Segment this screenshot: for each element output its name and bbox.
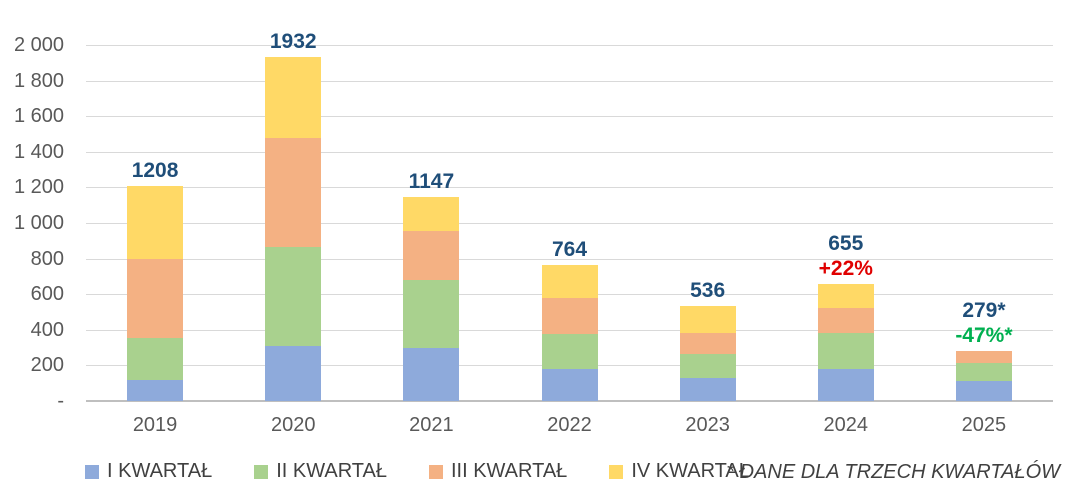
y-axis-tick-label: 1 600 bbox=[13, 105, 64, 128]
bar-label-stack-2019: 1208 bbox=[85, 158, 225, 183]
x-axis-label-2025: 2025 bbox=[961, 414, 1007, 436]
legend-item-q3: III KWARTAŁ bbox=[428, 460, 568, 483]
x-axis-label-2024: 2024 bbox=[823, 414, 869, 436]
legend-swatch-q2 bbox=[254, 464, 269, 479]
total-label-2022: 764 bbox=[551, 238, 588, 261]
gridline bbox=[86, 223, 1053, 224]
bar-segment-2022-q4 bbox=[541, 265, 598, 298]
bar-label-stack-2022: 764 bbox=[500, 237, 640, 262]
y-axis-tick-label: - bbox=[57, 390, 64, 412]
bar-segment-2021-q4 bbox=[403, 196, 460, 231]
bar-label-stack-2025: 279* -47%* bbox=[914, 298, 1054, 348]
annotation-2025: -47%* bbox=[955, 324, 1013, 348]
total-label-2021: 1147 bbox=[408, 169, 455, 193]
y-axis-tick-label: 200 bbox=[30, 354, 64, 377]
gridline bbox=[86, 151, 1053, 153]
bar-label-stack-2020: 1932 bbox=[223, 29, 363, 54]
bar-segment-2024-q2 bbox=[817, 333, 874, 369]
y-axis-tick-label: 2 000 bbox=[13, 34, 64, 56]
legend-label-q3: III KWARTAŁ bbox=[450, 460, 568, 482]
bar-segment-2019-q3 bbox=[127, 258, 184, 338]
y-axis-tick-label: 1 800 bbox=[13, 69, 64, 92]
total-label-2023: 536 bbox=[690, 278, 726, 302]
bar-segment-2020-q4 bbox=[265, 57, 322, 138]
bar-segment-2021-q2 bbox=[403, 279, 460, 348]
legend-swatch-q3 bbox=[428, 464, 443, 479]
legend-label-q4: IV KWARTAŁ bbox=[631, 460, 750, 482]
bar-label-stack-2024: 655 +22% bbox=[776, 231, 916, 281]
y-axis-tick-label: 600 bbox=[30, 283, 64, 306]
footnote: * DANE DLA TRZECH KWARTAŁÓW bbox=[726, 461, 1060, 483]
y-axis-tick-label: 1 000 bbox=[13, 212, 64, 234]
gridline bbox=[86, 187, 1053, 189]
x-axis-label-2019: 2019 bbox=[132, 414, 178, 436]
bar-segment-2025-q1 bbox=[955, 380, 1012, 401]
bar-segment-2022-q3 bbox=[541, 297, 598, 335]
bar-segment-2021-q3 bbox=[403, 231, 460, 280]
legend-swatch-q4 bbox=[609, 464, 624, 479]
x-axis-line bbox=[86, 400, 1053, 402]
x-axis-label-2021: 2021 bbox=[409, 414, 454, 436]
bar-segment-2020-q2 bbox=[265, 247, 322, 346]
bar-label-stack-2023: 536 bbox=[638, 278, 778, 303]
gridline bbox=[86, 258, 1053, 260]
legend-item-q1: I KWARTAŁ bbox=[85, 460, 212, 483]
y-axis-tick-label: 1 200 bbox=[13, 176, 64, 199]
bar-segment-2019-q4 bbox=[127, 185, 184, 259]
bar-segment-2020-q3 bbox=[265, 137, 322, 248]
bar-segment-2023-q1 bbox=[679, 377, 736, 401]
annotation-2024: +22% bbox=[818, 257, 873, 281]
bar-segment-2022-q1 bbox=[541, 368, 598, 401]
legend-item-q2: II KWARTAŁ bbox=[254, 460, 387, 483]
y-axis-tick-label: 800 bbox=[30, 247, 64, 270]
legend-item-q4: IV KWARTAŁ bbox=[609, 460, 750, 483]
x-axis-label-2022: 2022 bbox=[547, 414, 592, 436]
y-axis-tick-label: 400 bbox=[30, 318, 64, 341]
bar-segment-2019-q1 bbox=[127, 379, 184, 401]
bar-segment-2019-q2 bbox=[127, 337, 184, 380]
legend: I KWARTAŁ II KWARTAŁ III KWARTAŁ IV KWARTAŁ bbox=[85, 460, 750, 483]
gridline bbox=[86, 116, 1053, 118]
legend-label-q1: I KWARTAŁ bbox=[107, 460, 213, 482]
bar-segment-2020-q1 bbox=[265, 345, 322, 401]
bar-segment-2024-q4 bbox=[817, 284, 874, 308]
bar-segment-2025-q2 bbox=[955, 362, 1012, 381]
legend-label-q2: II KWARTAŁ bbox=[276, 460, 387, 482]
bar-segment-2025-q3 bbox=[955, 351, 1012, 363]
gridline bbox=[86, 45, 1053, 46]
x-axis-label-2020: 2020 bbox=[270, 414, 316, 436]
bar-segment-2024-q3 bbox=[817, 307, 874, 334]
total-label-2025: 279* bbox=[962, 299, 1006, 323]
bar-label-stack-2021: 1147 bbox=[361, 169, 501, 194]
x-axis-label-2023: 2023 bbox=[685, 414, 730, 436]
gridline bbox=[86, 80, 1053, 82]
bar-segment-2023-q2 bbox=[679, 354, 736, 378]
legend-swatch-q1 bbox=[85, 464, 99, 479]
bar-segment-2022-q2 bbox=[541, 334, 598, 369]
total-label-2024: 655 bbox=[828, 232, 864, 256]
bar-segment-2021-q1 bbox=[403, 347, 460, 401]
bar-segment-2023-q4 bbox=[679, 305, 736, 334]
y-axis-tick-label: 1 400 bbox=[13, 140, 64, 163]
total-label-2020: 1932 bbox=[269, 30, 317, 54]
bar-segment-2023-q3 bbox=[679, 333, 736, 355]
bar-segment-2024-q1 bbox=[817, 368, 874, 401]
total-label-2019: 1208 bbox=[131, 158, 179, 182]
